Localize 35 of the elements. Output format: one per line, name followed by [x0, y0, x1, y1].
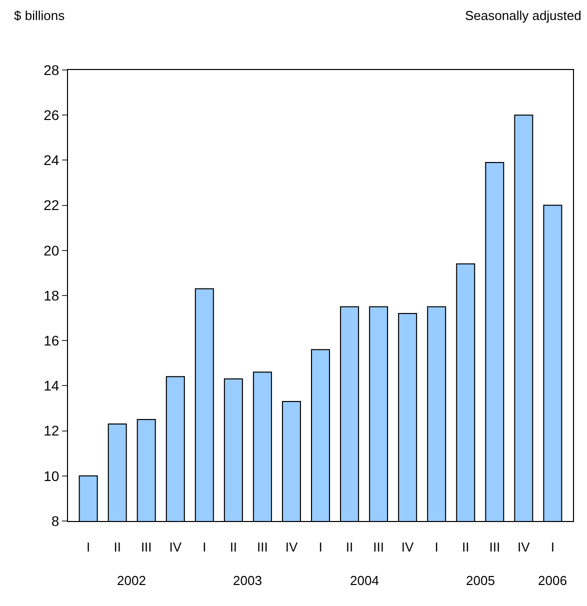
x-tick-label: II: [462, 540, 470, 555]
x-tick-label: II: [230, 540, 238, 555]
x-tick-label: III: [373, 540, 384, 555]
x-tick-label: II: [346, 540, 354, 555]
text: 2003: [233, 573, 262, 588]
y-tick-label: 26: [44, 107, 60, 123]
x-tick-label: II: [114, 540, 121, 555]
x-tick-label: IV: [169, 540, 182, 555]
y-tick-label: 18: [44, 287, 60, 304]
y-tick-label: 10: [44, 468, 60, 484]
x-tick-label: III: [140, 540, 152, 555]
y-tick-label: 12: [44, 422, 60, 439]
x-tick-label: IV: [518, 540, 530, 555]
y-tick-label: 28: [44, 62, 60, 78]
text: 2006: [538, 573, 567, 588]
text: 2005: [466, 573, 495, 588]
y-axis-title: $ billions: [14, 8, 66, 23]
y-tick-label: 16: [44, 332, 60, 348]
x-tick-label: I: [434, 540, 438, 555]
text: Seasonally adjusted: [465, 8, 582, 23]
x-tick-label: III: [257, 540, 268, 555]
x-tick-label: IV: [401, 540, 414, 555]
y-tick-label: 22: [44, 197, 60, 214]
text: 2002: [117, 573, 146, 588]
y-tick-label: 8: [51, 512, 60, 529]
x-tick-label: III: [489, 540, 500, 555]
x-tick-label: I: [318, 540, 322, 555]
x-tick-label: I: [202, 540, 206, 555]
x-tick-label: I: [550, 540, 554, 555]
y-tick-label: 14: [44, 378, 60, 394]
y-tick-label: 20: [44, 242, 60, 258]
x-tick-label: I: [86, 540, 90, 555]
x-tick-label: IV: [285, 540, 298, 555]
y-tick-label: 24: [44, 152, 60, 168]
text: 2004: [350, 573, 379, 588]
